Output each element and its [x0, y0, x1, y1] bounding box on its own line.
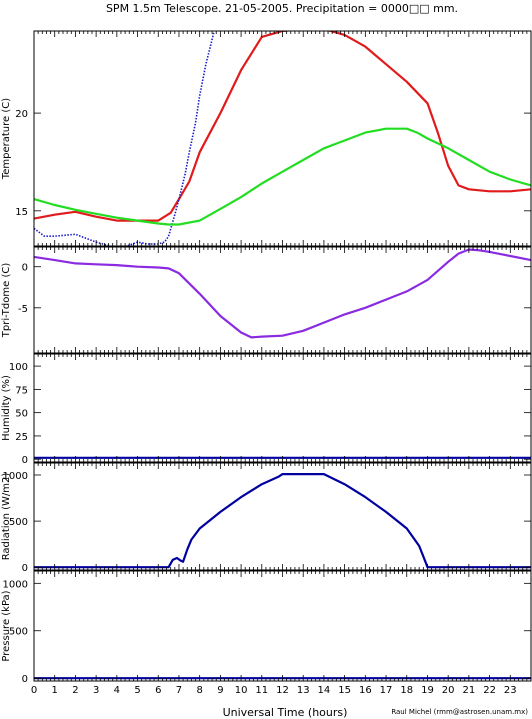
y-tick-label: 1000	[3, 579, 28, 590]
x-tick-label: 11	[255, 685, 268, 696]
credit-text: Raul Michel (rmm@astrosen.unam.mx)	[391, 708, 528, 716]
y-tick-label: 15	[15, 207, 28, 218]
x-tick-label: 2	[72, 685, 78, 696]
x-tick-label: 21	[463, 685, 476, 696]
x-tick-label: 15	[338, 685, 351, 696]
panel-frame	[33, 246, 532, 354]
x-tick-label: 19	[421, 685, 434, 696]
y-axis-label: Humidity (%)	[1, 375, 12, 441]
y-tick-label: -5	[18, 304, 28, 315]
x-tick-label: 22	[483, 685, 496, 696]
panel-frame	[33, 353, 532, 463]
x-tick-label: 4	[114, 685, 120, 696]
panel-frame	[33, 570, 532, 682]
y-axis-label: Temperature (C)	[1, 98, 12, 180]
x-tick-label: 0	[31, 685, 37, 696]
x-axis-label: Universal Time (hours)	[223, 706, 348, 719]
x-tick-label: 9	[217, 685, 223, 696]
y-axis-label: Pressure (kPa)	[1, 590, 12, 661]
y-axis-label: Radiation (W/m2)	[1, 473, 12, 561]
y-tick-label: 0	[22, 674, 28, 685]
y-tick-label: 20	[15, 109, 28, 120]
series-green-line	[34, 127, 531, 226]
y-tick-label: 25	[15, 432, 28, 443]
panel-3: 0 25 50 75 100 Humidity (%)	[1, 353, 532, 466]
y-tick-label: 500	[9, 627, 28, 638]
panel-frame	[33, 30, 532, 247]
x-tick-label: 17	[380, 685, 393, 696]
panel-frame	[33, 462, 532, 571]
y-tick-label: 1000	[3, 471, 28, 482]
x-tick-label: 18	[400, 685, 413, 696]
x-tick-label: 14	[318, 685, 331, 696]
x-tick-label: 10	[235, 685, 248, 696]
panel-2: 0 -5 Tpri-Tdome (C)	[1, 246, 532, 354]
y-tick-label: 0	[22, 263, 28, 274]
y-tick-label: 75	[15, 385, 28, 396]
series-navy-line	[34, 473, 531, 569]
x-tick-label: 23	[504, 685, 517, 696]
y-axis-label: Tpri-Tdome (C)	[1, 263, 12, 339]
series-red-line	[34, 31, 531, 222]
x-tick-label: 13	[297, 685, 310, 696]
x-tick-label: 3	[93, 685, 99, 696]
series-blue-line	[34, 31, 215, 246]
y-tick-label: 50	[15, 409, 28, 420]
y-tick-label: 100	[9, 362, 28, 373]
x-tick-label: 20	[442, 685, 455, 696]
x-tick-label: 8	[196, 685, 202, 696]
chart-title: SPM 1.5m Telescope. 21-05-2005. Precipit…	[106, 2, 458, 15]
x-tick-label: 16	[359, 685, 372, 696]
y-tick-label: 500	[9, 517, 28, 528]
x-tick-label: 7	[176, 685, 182, 696]
y-tick-label: 0	[22, 563, 28, 574]
y-tick-label: 0	[22, 455, 28, 466]
x-tick-label: 6	[155, 685, 161, 696]
series-purple-line	[34, 248, 531, 339]
x-tick-label: 5	[134, 685, 140, 696]
x-tick-label: 12	[276, 685, 289, 696]
x-tick-label: 1	[52, 685, 58, 696]
